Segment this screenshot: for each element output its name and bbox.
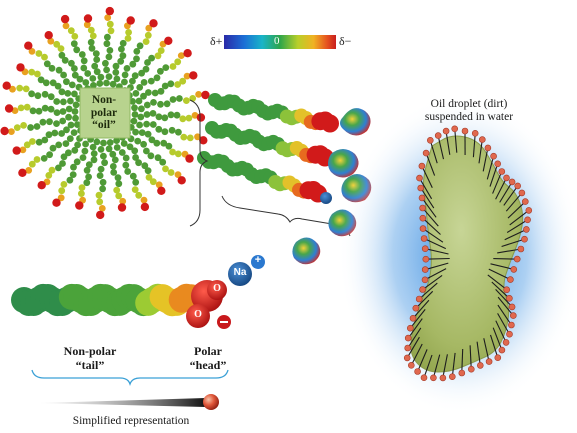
scale-left-label: δ+ bbox=[210, 34, 222, 49]
micelle-core-label: Non- polar “oil” bbox=[82, 94, 126, 132]
droplet-label-line1: Oil droplet (dirt) bbox=[414, 98, 524, 111]
tail-label-line2: “tail” bbox=[50, 358, 130, 372]
head-label-line2: “head” bbox=[178, 358, 238, 372]
core-label-line2: polar bbox=[82, 107, 126, 120]
tail-label-line1: Non-polar bbox=[50, 344, 130, 358]
sodium-symbol: Na bbox=[229, 267, 251, 278]
droplet-label: Oil droplet (dirt) suspended in water bbox=[414, 98, 524, 124]
soap-molecule-large bbox=[11, 284, 209, 316]
droplet-label-line2: suspended in water bbox=[414, 111, 524, 124]
tail-label: Non-polar “tail” bbox=[50, 344, 130, 372]
simplified-label: Simplified representation bbox=[56, 414, 206, 428]
scale-right-label: δ− bbox=[339, 34, 351, 49]
oxygen-bottom-label: O bbox=[192, 309, 204, 320]
head-label-line1: Polar bbox=[178, 344, 238, 358]
molecule-brace bbox=[32, 370, 228, 384]
simplified-tail-stick bbox=[40, 398, 206, 407]
core-label-line1: Non- bbox=[82, 94, 126, 107]
head-label: Polar “head” bbox=[178, 344, 238, 372]
sodium-ion-small bbox=[320, 192, 332, 204]
scale-center-label: 0 bbox=[274, 35, 280, 47]
oxygen-top-label: O bbox=[211, 283, 223, 294]
core-label-line3: “oil” bbox=[82, 119, 126, 132]
charge-color-scale bbox=[224, 35, 336, 49]
sodium-charge: + bbox=[252, 254, 264, 266]
soap-molecule-stack bbox=[197, 93, 339, 203]
simplified-head-ball bbox=[203, 394, 219, 410]
